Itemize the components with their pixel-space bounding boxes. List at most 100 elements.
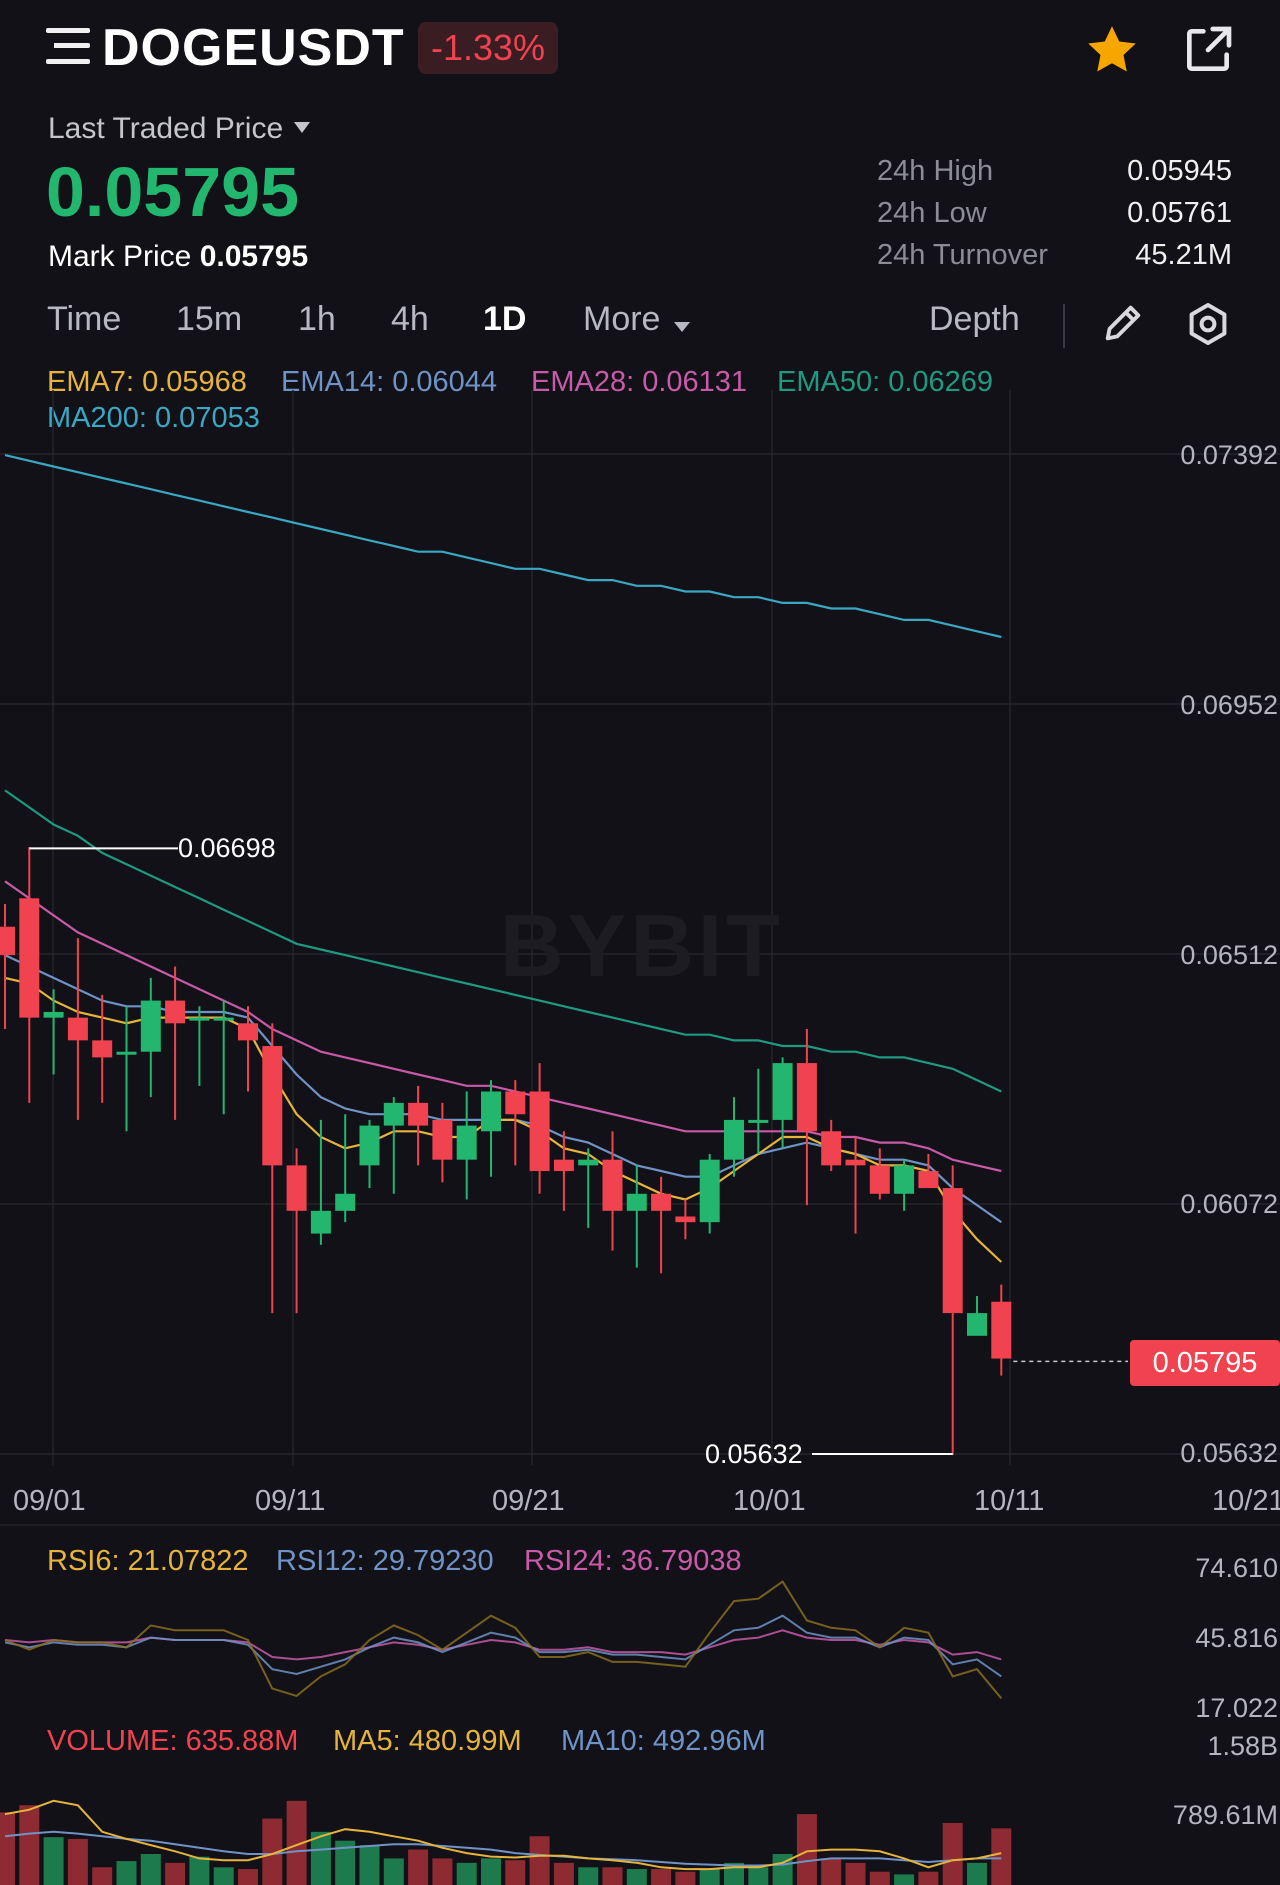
volume-axis-label: 789.61M <box>1172 1800 1278 1830</box>
stat-low-label: 24h Low <box>877 197 987 229</box>
stat-low-value: 0.05761 <box>1127 197 1232 229</box>
tab-depth[interactable]: Depth <box>929 300 1020 338</box>
candle-body <box>456 1125 477 1160</box>
stat-high-label: 24h High <box>877 155 994 187</box>
volume-bar <box>92 1867 113 1885</box>
candle-body <box>772 1063 793 1120</box>
last-traded-price-label[interactable]: Last Traded Price <box>48 112 284 145</box>
candle-body <box>505 1091 526 1115</box>
volume-bar <box>505 1860 526 1885</box>
tab-1d[interactable]: 1D <box>483 300 527 338</box>
y-axis-label: 0.05632 <box>1180 1438 1278 1468</box>
high-marker-label: 0.06698 <box>178 833 276 863</box>
volume-bar <box>383 1858 404 1885</box>
x-axis-label: 09/21 <box>492 1485 565 1517</box>
volume-bar <box>529 1836 550 1885</box>
volume-bar <box>432 1858 453 1885</box>
candle-body <box>383 1102 404 1126</box>
external-link-icon[interactable] <box>1180 22 1236 78</box>
menu-list-icon[interactable] <box>46 28 90 64</box>
candle-body <box>140 1000 161 1052</box>
stat-turnover-label: 24h Turnover <box>877 239 1048 271</box>
current-price-tag: 0.05795 <box>1130 1340 1280 1386</box>
volume-bar <box>116 1861 137 1885</box>
volume-bar <box>481 1858 501 1885</box>
volume-bar <box>699 1869 720 1885</box>
candle-body <box>699 1159 720 1223</box>
gear-icon[interactable] <box>1184 300 1232 348</box>
volume-bar <box>140 1853 161 1885</box>
pencil-icon[interactable] <box>1100 300 1146 346</box>
volume-bar <box>602 1867 623 1885</box>
x-axis-label: 10/11 <box>974 1485 1045 1517</box>
legend-rsi12: RSI12: 29.79230 <box>276 1545 494 1577</box>
volume-bar <box>67 1838 88 1885</box>
candle-body <box>19 898 40 1018</box>
volume-bar <box>748 1867 769 1885</box>
volume-bar <box>772 1853 793 1885</box>
stat-turnover-value: 45.21M <box>1135 239 1232 271</box>
tab-15m[interactable]: 15m <box>176 300 243 338</box>
candle-body <box>845 1159 866 1166</box>
rsi12-line <box>4 1614 1002 1678</box>
ma200-line <box>4 454 1002 639</box>
candle-body <box>626 1193 647 1211</box>
candle-body <box>724 1119 744 1160</box>
volume-bar <box>19 1805 40 1885</box>
candle-body <box>602 1159 623 1211</box>
candle-body <box>675 1216 696 1223</box>
stat-high-value: 0.05945 <box>1127 155 1232 187</box>
candle-body <box>310 1210 331 1234</box>
candle-body <box>116 1051 137 1055</box>
legend-vol-ma10: MA10: 492.96M <box>561 1725 766 1757</box>
candle-body <box>748 1119 769 1123</box>
candle-body <box>335 1193 356 1211</box>
vol-ma5-line <box>4 1799 1002 1871</box>
symbol-title[interactable]: DOGEUSDT <box>102 19 405 77</box>
candle-body <box>529 1091 550 1172</box>
x-axis-label: 09/11 <box>255 1485 326 1517</box>
candle-body <box>286 1165 307 1211</box>
rsi-axis-label: 17.022 <box>1195 1693 1278 1723</box>
y-axis-label: 0.06072 <box>1180 1189 1278 1219</box>
volume-bar <box>894 1874 915 1885</box>
volume-bar <box>967 1862 987 1885</box>
candle-body <box>408 1102 429 1126</box>
chevron-down-icon[interactable] <box>674 322 690 332</box>
tab-more[interactable]: More <box>583 300 661 338</box>
candle-body <box>213 1017 234 1021</box>
rsi-axis-label: 74.610 <box>1195 1553 1278 1583</box>
candle-body <box>262 1046 283 1166</box>
volume-bar <box>310 1831 331 1885</box>
candle-body <box>359 1125 380 1166</box>
volume-bar <box>335 1840 356 1885</box>
volume-bar <box>651 1869 672 1885</box>
chevron-down-icon[interactable] <box>294 122 310 133</box>
header-bar: DOGEUSDT -1.33% <box>0 0 1280 100</box>
volume-axis-label: 1.58B <box>1207 1731 1278 1761</box>
volume-bar <box>991 1828 1012 1885</box>
legend-ma200: MA200: 0.07053 <box>47 402 260 434</box>
candle-body <box>553 1159 574 1172</box>
vol-ma10-line <box>4 1830 1002 1867</box>
volume-bar <box>43 1837 64 1885</box>
tab-4h[interactable]: 4h <box>391 300 429 338</box>
tab-divider <box>1063 304 1065 348</box>
legend-ema7: EMA7: 0.05968 <box>47 366 247 398</box>
legend-ema50: EMA50: 0.06269 <box>777 366 994 398</box>
tab-time[interactable]: Time <box>47 300 122 338</box>
star-icon[interactable] <box>1082 20 1142 80</box>
candle-body <box>894 1165 915 1194</box>
candle-body <box>651 1193 672 1211</box>
ema50-line <box>4 789 1002 1093</box>
candle-body <box>43 1011 64 1018</box>
x-axis-label: 09/01 <box>13 1485 86 1517</box>
volume-bar <box>189 1856 210 1885</box>
tab-1h[interactable]: 1h <box>298 300 336 338</box>
volume-bar <box>262 1818 283 1885</box>
volume-bar <box>845 1862 866 1885</box>
volume-bar <box>238 1869 258 1885</box>
volume-bar <box>359 1845 380 1885</box>
volume-bar <box>796 1814 817 1885</box>
